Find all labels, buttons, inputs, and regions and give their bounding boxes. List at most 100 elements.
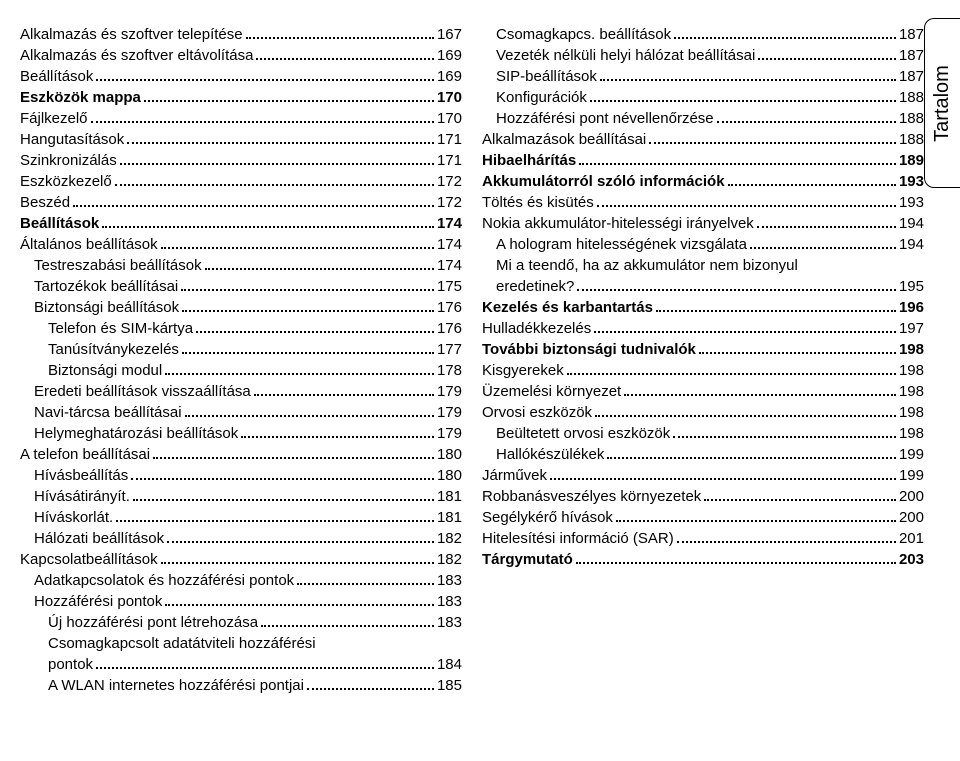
toc-label: Biztonsági beállítások bbox=[34, 297, 179, 318]
toc-page: Alkalmazás és szoftver telepítése 167 Alka… bbox=[0, 0, 960, 761]
toc-leader-dots bbox=[144, 100, 434, 102]
toc-label: További biztonsági tudnivalók bbox=[482, 339, 696, 360]
toc-page-number: 181 bbox=[437, 507, 462, 528]
toc-label: Kapcsolatbeállítások bbox=[20, 549, 158, 570]
toc-page-number: 197 bbox=[899, 318, 924, 339]
toc-label: Beszéd bbox=[20, 192, 70, 213]
toc-page-number: 181 bbox=[437, 486, 462, 507]
toc-label: Hitelesítési információ (SAR) bbox=[482, 528, 674, 549]
toc-leader-dots bbox=[241, 436, 434, 438]
toc-label: Fájlkezelő bbox=[20, 108, 88, 129]
side-tab: Tartalom bbox=[924, 18, 960, 188]
toc-label: Általános beállítások bbox=[20, 234, 158, 255]
toc-page-number: 183 bbox=[437, 591, 462, 612]
toc-entry: pontok184 bbox=[20, 654, 462, 675]
toc-entry: Alkalmazások beállításai188 bbox=[482, 129, 924, 150]
toc-label: Adatkapcsolatok és hozzáférési pontok bbox=[34, 570, 294, 591]
toc-entry: Tárgymutató203 bbox=[482, 549, 924, 570]
toc-page-number: 176 bbox=[437, 297, 462, 318]
toc-entry: Beszéd172 bbox=[20, 192, 462, 213]
toc-label: Tanúsítványkezelés bbox=[48, 339, 179, 360]
toc-page-number: 174 bbox=[437, 213, 462, 234]
toc-leader-dots bbox=[116, 520, 434, 522]
toc-label: Alkalmazás és szoftver telepítése bbox=[20, 24, 243, 45]
toc-page-number: 200 bbox=[899, 507, 924, 528]
toc-page-number: 194 bbox=[899, 213, 924, 234]
toc-page-number: 198 bbox=[899, 423, 924, 444]
toc-leader-dots bbox=[91, 121, 434, 123]
toc-label: Eredeti beállítások visszaállítása bbox=[34, 381, 251, 402]
toc-label: Kisgyerekek bbox=[482, 360, 564, 381]
toc-leader-dots bbox=[246, 37, 434, 39]
toc-entry: Vezeték nélküli helyi hálózat beállítása… bbox=[482, 45, 924, 66]
toc-page-number: 188 bbox=[899, 87, 924, 108]
toc-entry: Beültetett orvosi eszközök 198 bbox=[482, 423, 924, 444]
toc-leader-dots bbox=[165, 604, 434, 606]
toc-page-number: 179 bbox=[437, 381, 462, 402]
toc-entry: A WLAN internetes hozzáférési pontjai185 bbox=[20, 675, 462, 696]
toc-leader-dots bbox=[576, 562, 896, 564]
toc-entry: Járművek199 bbox=[482, 465, 924, 486]
toc-page-number: 178 bbox=[437, 360, 462, 381]
toc-entry: Csomagkapcs. beállítások 187 bbox=[482, 24, 924, 45]
toc-column-left: Alkalmazás és szoftver telepítése167Alka… bbox=[20, 24, 472, 737]
toc-label: A WLAN internetes hozzáférési pontjai bbox=[48, 675, 304, 696]
toc-leader-dots bbox=[590, 100, 896, 102]
toc-leader-dots bbox=[131, 478, 434, 480]
toc-entry: Helymeghatározási beállítások179 bbox=[20, 423, 462, 444]
toc-label: eredetinek? bbox=[496, 276, 574, 297]
toc-entry: Kapcsolatbeállítások 182 bbox=[20, 549, 462, 570]
toc-leader-dots bbox=[656, 310, 896, 312]
toc-label: Konfigurációk bbox=[496, 87, 587, 108]
toc-entry: Hallókészülékek199 bbox=[482, 444, 924, 465]
toc-label: Beültetett orvosi eszközök bbox=[496, 423, 670, 444]
toc-leader-dots bbox=[161, 247, 434, 249]
toc-page-number: 184 bbox=[437, 654, 462, 675]
toc-label: Beállítások bbox=[20, 66, 93, 87]
toc-leader-dots bbox=[594, 331, 896, 333]
toc-leader-dots bbox=[297, 583, 434, 585]
toc-label: Csomagkapcs. beállítások bbox=[496, 24, 671, 45]
toc-leader-dots bbox=[600, 79, 896, 81]
toc-page-number: 199 bbox=[899, 444, 924, 465]
toc-page-number: 167 bbox=[437, 24, 462, 45]
toc-leader-dots bbox=[757, 226, 896, 228]
toc-column-right: Csomagkapcs. beállítások 187 Vezeték nélkü… bbox=[472, 24, 944, 737]
toc-page-number: 187 bbox=[899, 24, 924, 45]
toc-page-number: 171 bbox=[437, 150, 462, 171]
toc-label: Alkalmazások beállításai bbox=[482, 129, 646, 150]
toc-label: Testreszabási beállítások bbox=[34, 255, 202, 276]
toc-entry: Beállítások169 bbox=[20, 66, 462, 87]
toc-leader-dots bbox=[595, 415, 896, 417]
toc-label: Nokia akkumulátor-hitelességi irányelvek bbox=[482, 213, 754, 234]
toc-label: Biztonsági modul bbox=[48, 360, 162, 381]
toc-entry: Hívásbeállítás180 bbox=[20, 465, 462, 486]
toc-page-number: 203 bbox=[899, 549, 924, 570]
toc-leader-dots bbox=[704, 499, 896, 501]
toc-leader-dots bbox=[567, 373, 896, 375]
toc-page-number: 196 bbox=[899, 297, 924, 318]
toc-entry: Biztonsági beállítások 176 bbox=[20, 297, 462, 318]
toc-entry: Biztonsági modul 178 bbox=[20, 360, 462, 381]
toc-page-number: 182 bbox=[437, 549, 462, 570]
toc-page-number: 200 bbox=[899, 486, 924, 507]
toc-page-number: 170 bbox=[437, 108, 462, 129]
toc-entry: Kezelés és karbantartás196 bbox=[482, 297, 924, 318]
toc-label: Csomagkapcsolt adatátviteli hozzáférési bbox=[48, 633, 316, 654]
toc-page-number: 198 bbox=[899, 381, 924, 402]
toc-label: Hívásbeállítás bbox=[34, 465, 128, 486]
toc-entry: Tanúsítványkezelés177 bbox=[20, 339, 462, 360]
toc-label: Híváskorlát. bbox=[34, 507, 113, 528]
toc-label: Vezeték nélküli helyi hálózat beállítása… bbox=[496, 45, 755, 66]
toc-leader-dots bbox=[96, 79, 434, 81]
toc-entry: Robbanásveszélyes környezetek200 bbox=[482, 486, 924, 507]
toc-label: Akkumulátorról szóló információk bbox=[482, 171, 725, 192]
toc-leader-dots bbox=[717, 121, 896, 123]
toc-page-number: 170 bbox=[437, 87, 462, 108]
toc-page-number: 179 bbox=[437, 423, 462, 444]
toc-leader-dots bbox=[256, 58, 434, 60]
toc-page-number: 176 bbox=[437, 318, 462, 339]
toc-page-number: 194 bbox=[899, 234, 924, 255]
toc-label: Orvosi eszközök bbox=[482, 402, 592, 423]
toc-leader-dots bbox=[167, 541, 434, 543]
